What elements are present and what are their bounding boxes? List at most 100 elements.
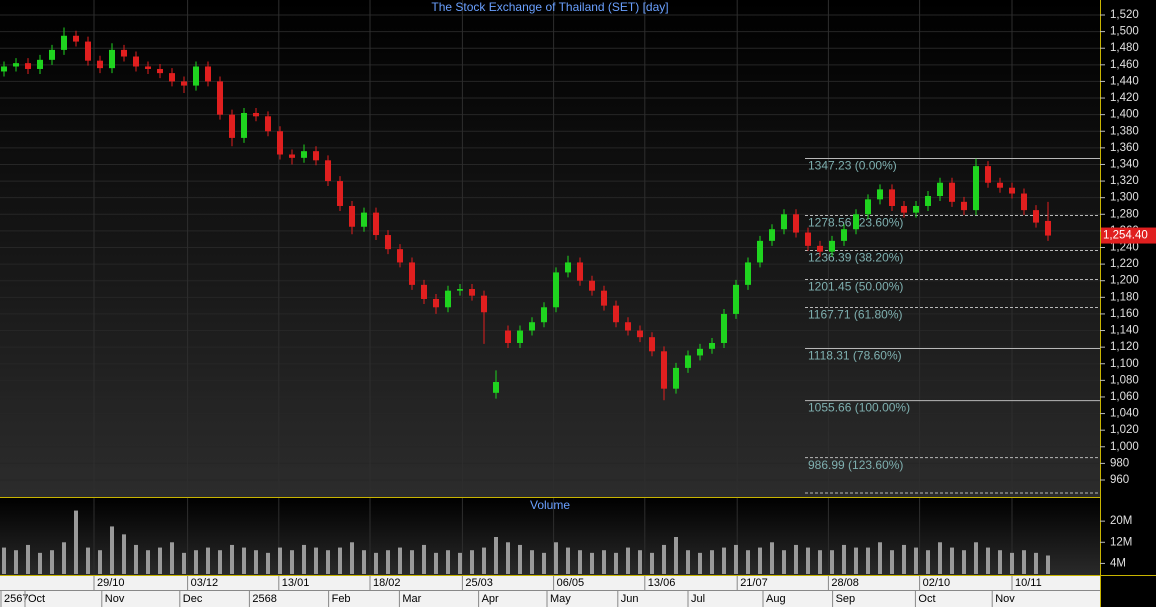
volume-bar (422, 544, 426, 574)
candle-body (745, 262, 751, 285)
volume-bar (398, 547, 402, 574)
candle-body (925, 196, 931, 206)
candle-body (541, 307, 547, 323)
volume-bar (770, 542, 774, 574)
candle-body (445, 290, 451, 308)
candle-body (589, 280, 595, 291)
volume-bar (470, 550, 474, 574)
candle-body (457, 289, 463, 291)
volume-bar (242, 547, 246, 574)
candle-body (169, 73, 175, 82)
candle-body (1045, 220, 1051, 236)
candle-body (673, 367, 679, 389)
x-tick-label: 13/01 (282, 577, 310, 589)
candle-body (241, 112, 247, 138)
volume-bar (434, 552, 438, 574)
y-tick-label: 1,160 (1110, 308, 1139, 320)
volume-bar (254, 550, 258, 574)
candle-body (325, 160, 331, 182)
month-label: May (550, 593, 571, 605)
candle-body (685, 355, 691, 368)
volume-bar (710, 550, 714, 574)
candle-body (949, 182, 955, 202)
y-tick-label: 1,440 (1110, 75, 1139, 87)
volume-bar (842, 544, 846, 574)
volume-bar (86, 547, 90, 574)
volume-bar (530, 550, 534, 574)
candle-body (625, 322, 631, 331)
price-panel (0, 0, 1100, 497)
candle-body (205, 66, 211, 82)
y-tick-label: 1,180 (1110, 291, 1139, 303)
month-label: Feb (332, 593, 351, 605)
candle-body (649, 337, 655, 352)
candle-body (133, 56, 139, 67)
fib-label: 986.99 (123.60%) (808, 458, 903, 472)
volume-bar (194, 550, 198, 574)
volume-bar (170, 542, 174, 574)
candle-body (565, 262, 571, 273)
y-tick-label: 1,240 (1110, 242, 1139, 254)
y-tick-label: 960 (1110, 474, 1129, 486)
last-price-tag (1101, 227, 1156, 244)
candle-body (289, 154, 295, 158)
volume-bar (830, 550, 834, 574)
volume-bar (290, 550, 294, 574)
month-label: Aug (766, 593, 786, 605)
candle-body (361, 212, 367, 227)
candle-body (505, 330, 511, 343)
volume-bar (302, 544, 306, 574)
volume-bar (638, 550, 642, 574)
volume-bar (122, 534, 126, 574)
volume-bar (974, 542, 978, 574)
candle-body (397, 249, 403, 263)
candle-body (937, 182, 943, 197)
candle-body (121, 49, 127, 57)
x-tick-label: 06/05 (557, 577, 585, 589)
volume-bar (230, 544, 234, 574)
y-tick-label: 1,060 (1110, 391, 1139, 403)
volume-bar (698, 552, 702, 574)
volume-bar (506, 542, 510, 574)
volume-bar (662, 544, 666, 574)
y-tick-label: 1,120 (1110, 341, 1139, 353)
candle-body (145, 66, 151, 69)
volume-bar (542, 552, 546, 574)
candle-body (1, 66, 7, 72)
y-tick-label: 1,360 (1110, 142, 1139, 154)
x-tick-label: 29/10 (97, 577, 125, 589)
y-tick-label: 1,200 (1110, 275, 1139, 287)
candle-body (661, 351, 667, 389)
candle-body (985, 166, 991, 183)
volume-bar (746, 550, 750, 574)
candle-body (37, 59, 43, 69)
y-tick-label: 1,460 (1110, 59, 1139, 71)
candle-body (337, 181, 343, 206)
month-label: Nov (995, 593, 1015, 605)
volume-bar (806, 547, 810, 574)
month-label: Dec (183, 593, 203, 605)
candle-body (181, 81, 187, 86)
volume-bar (446, 550, 450, 574)
candle-body (889, 189, 895, 206)
candle-body (829, 240, 835, 252)
candle-body (961, 201, 967, 211)
volume-bar (362, 550, 366, 574)
volume-bar (602, 550, 606, 574)
candle-body (277, 131, 283, 155)
volume-bar (458, 552, 462, 574)
volume-bar (722, 547, 726, 574)
candle-body (433, 298, 439, 308)
volume-bar (314, 547, 318, 574)
volume-bar (950, 547, 954, 574)
volume-bar (590, 552, 594, 574)
candle-body (229, 114, 235, 138)
candle-body (73, 35, 79, 42)
volume-bar (674, 537, 678, 574)
volume-bar (146, 550, 150, 574)
candle-body (1033, 210, 1039, 223)
candle-body (517, 330, 523, 343)
month-label: Mar (402, 593, 421, 605)
y-tick-label: 1,500 (1110, 26, 1139, 38)
volume-bar (50, 550, 54, 574)
